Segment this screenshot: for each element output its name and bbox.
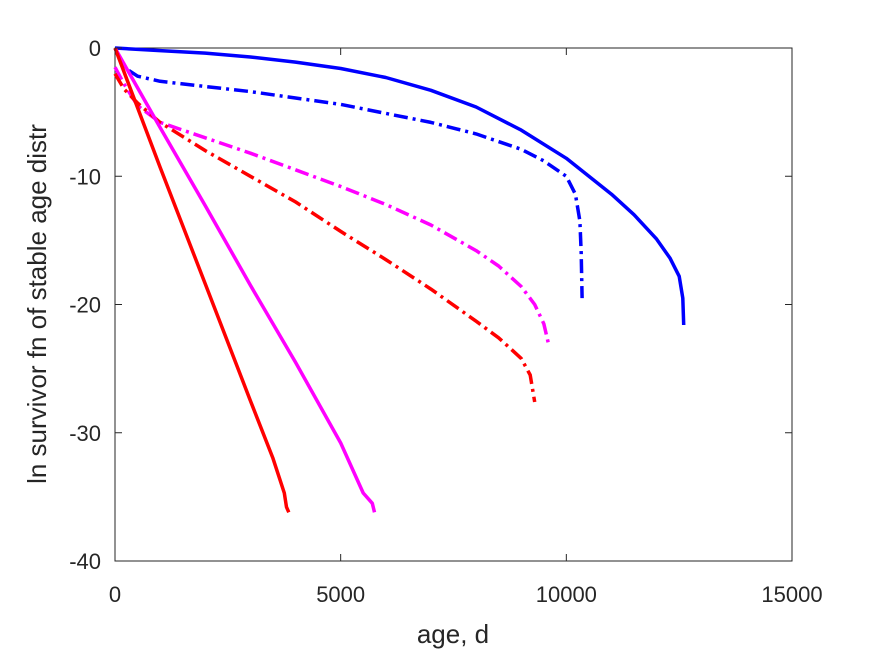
series-layer [113,46,686,514]
y-tick-label: -30 [69,421,101,446]
x-tick-label: 5000 [316,582,365,607]
series-line-4 [113,72,537,403]
series-line-6 [113,47,291,514]
x-tick-label: 0 [109,582,121,607]
y-tick-label: -40 [69,549,101,574]
series-line-3 [113,66,551,344]
series-line-2 [113,47,584,299]
series-line-1 [114,46,686,326]
series-line-5 [113,47,377,513]
y-axis-label: ln survivor fn of stable age distr [22,124,52,484]
y-axis: 0 -10 -20 -30 -40 [69,36,792,574]
y-tick-label: -10 [69,164,101,189]
x-axis-label: age, d [417,619,489,649]
x-axis: 0 5000 10000 15000 [109,48,823,607]
x-tick-label: 10000 [536,582,597,607]
y-tick-label: -20 [69,293,101,318]
y-tick-label: 0 [89,36,101,61]
x-tick-label: 15000 [761,582,822,607]
